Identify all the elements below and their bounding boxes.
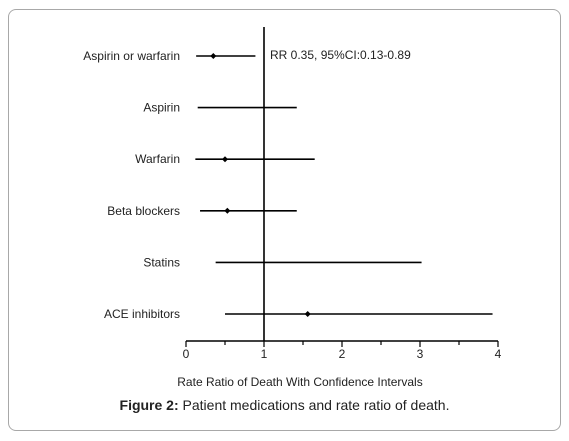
point-estimate bbox=[210, 53, 217, 59]
caption-text: Patient medications and rate ratio of de… bbox=[178, 397, 450, 413]
x-tick-label: 1 bbox=[261, 347, 268, 361]
forest-row: Aspirin bbox=[143, 101, 297, 115]
x-tick-label: 2 bbox=[339, 347, 346, 361]
x-tick-label: 0 bbox=[183, 347, 190, 361]
forest-row: Aspirin or warfarin bbox=[83, 49, 256, 63]
forest-row: Warfarin bbox=[135, 152, 315, 166]
figure-caption: Figure 2: Patient medications and rate r… bbox=[0, 397, 569, 413]
caption-prefix: Figure 2: bbox=[119, 397, 179, 413]
row-label: Beta blockers bbox=[107, 204, 180, 218]
point-estimate bbox=[304, 311, 311, 317]
x-tick-label: 3 bbox=[417, 347, 424, 361]
row-label: Aspirin or warfarin bbox=[83, 49, 180, 63]
point-estimate bbox=[224, 207, 231, 214]
point-estimate bbox=[222, 156, 228, 163]
forest-row: ACE inhibitors bbox=[104, 307, 493, 321]
x-tick-label: 4 bbox=[495, 347, 502, 361]
figure-frame bbox=[8, 9, 561, 431]
x-axis-label: Rate Ratio of Death With Confidence Inte… bbox=[177, 375, 422, 389]
row-label: Warfarin bbox=[135, 152, 180, 166]
row-label: Statins bbox=[143, 255, 180, 269]
rr-annotation: RR 0.35, 95%CI:0.13-0.89 bbox=[270, 48, 411, 62]
forest-row: Beta blockers bbox=[107, 204, 297, 218]
row-label: Aspirin bbox=[143, 101, 180, 115]
row-label: ACE inhibitors bbox=[104, 307, 180, 321]
forest-row: Statins bbox=[143, 255, 422, 269]
